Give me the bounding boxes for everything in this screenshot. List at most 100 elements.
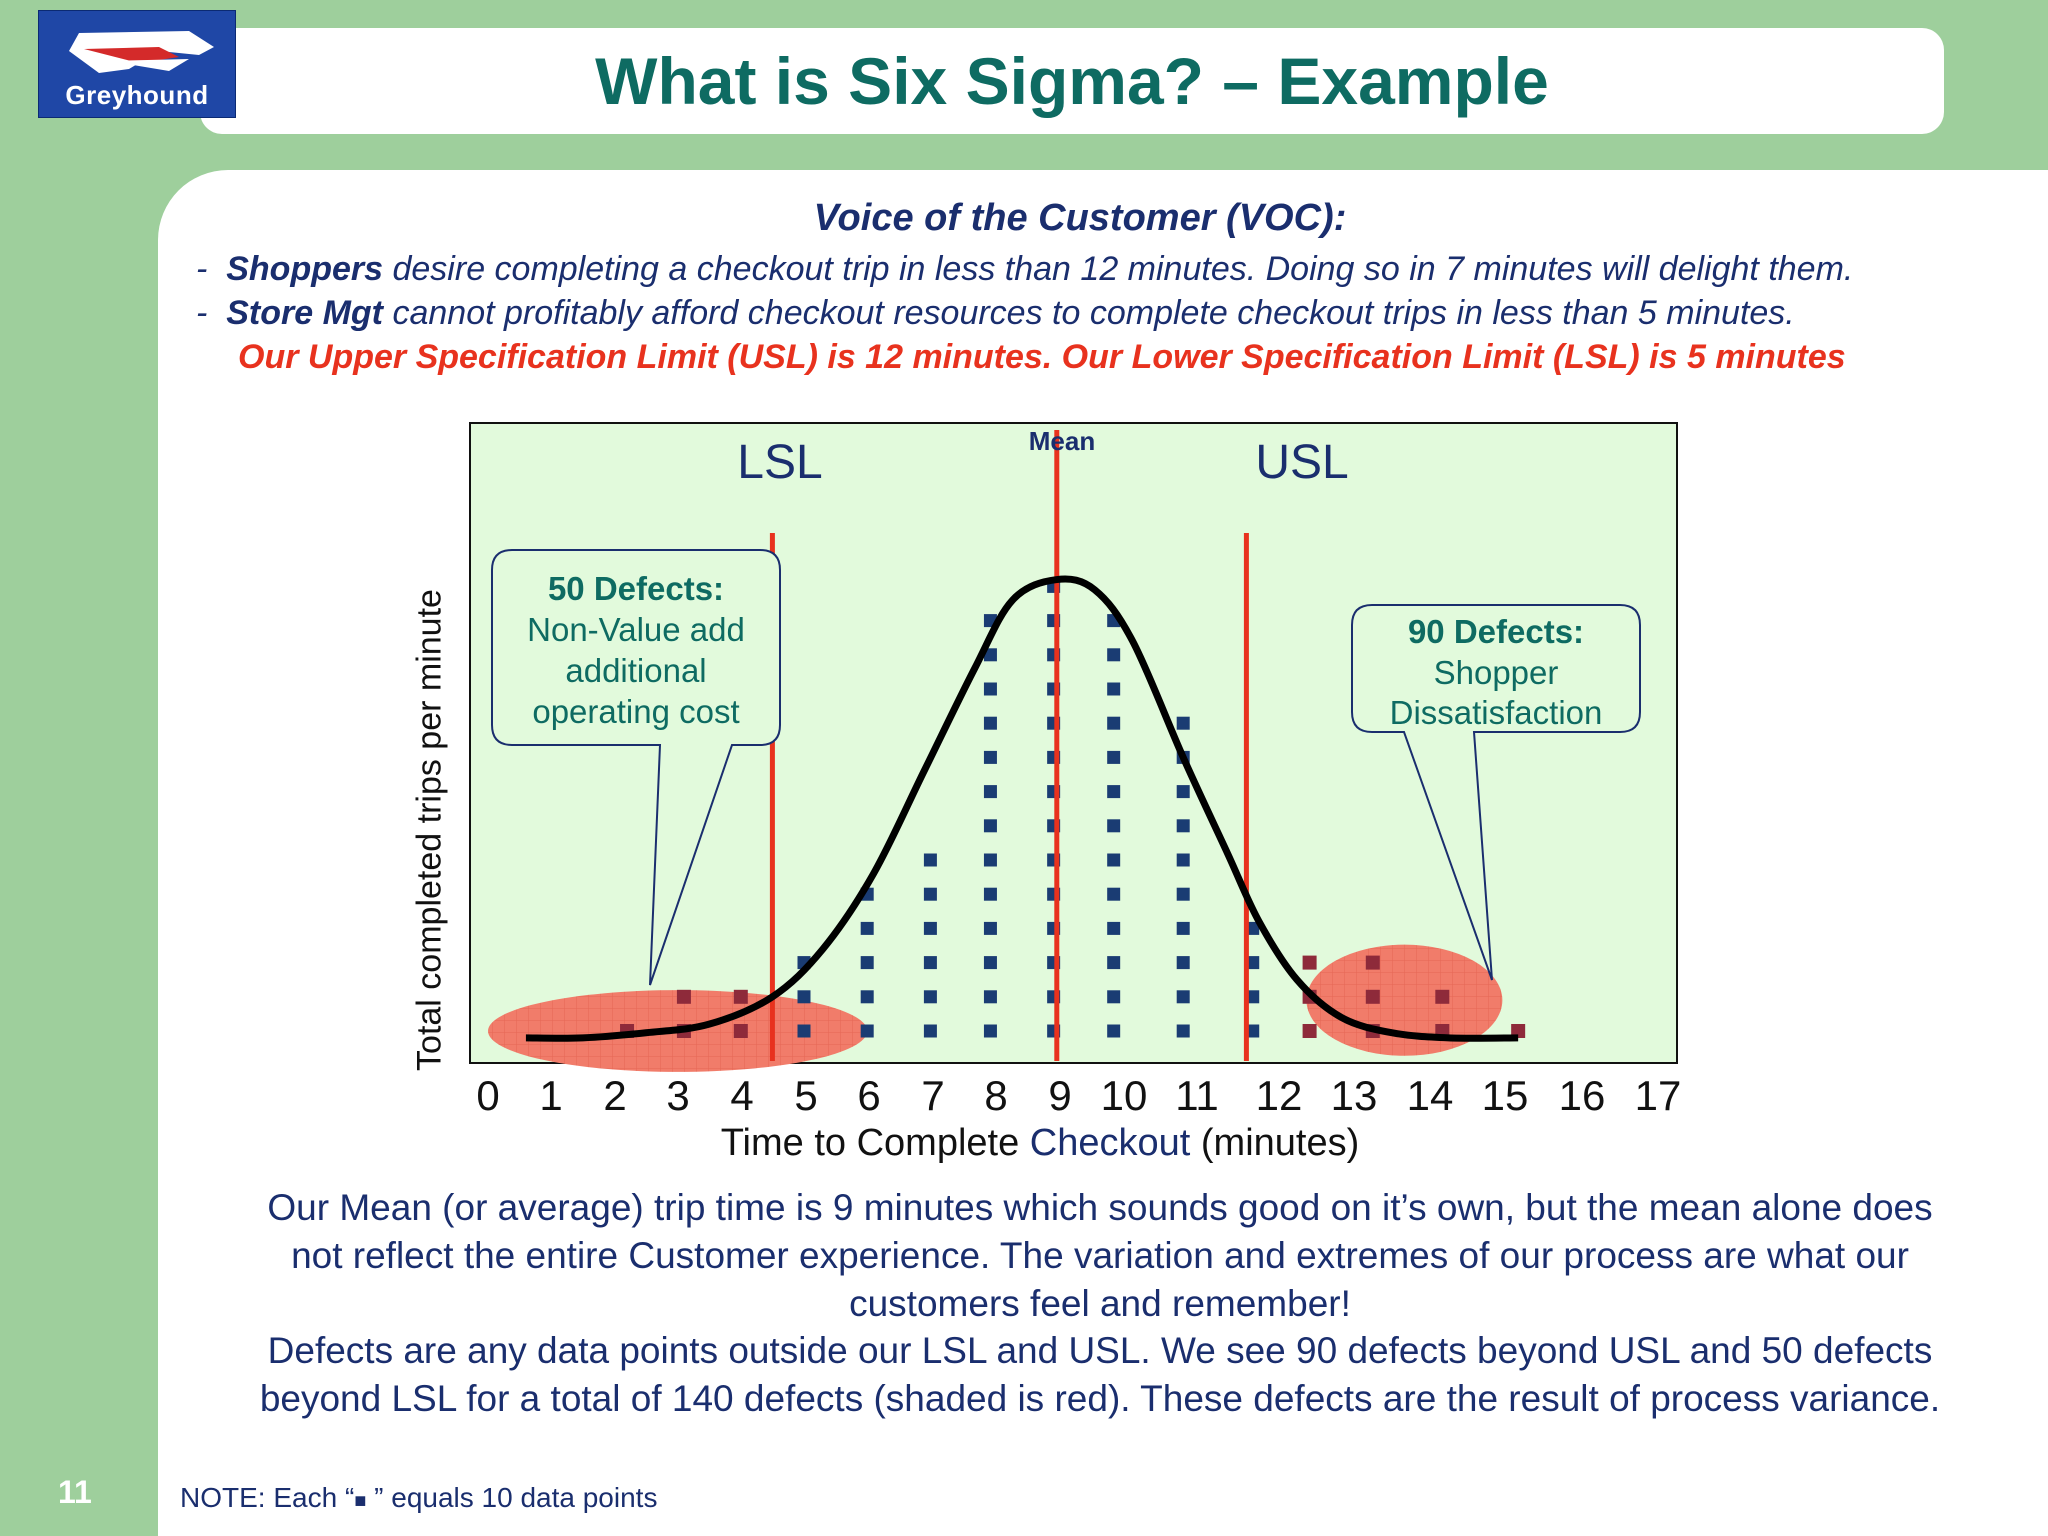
data-marker xyxy=(860,956,874,970)
data-marker xyxy=(983,682,997,696)
x-tick-label: 12 xyxy=(1256,1072,1303,1119)
data-marker xyxy=(860,1024,874,1038)
page-number: 11 xyxy=(58,1474,92,1510)
summary-line: not reflect the entire Customer experien… xyxy=(291,1235,1909,1276)
data-marker xyxy=(1246,921,1260,935)
data-marker xyxy=(1176,785,1190,799)
data-marker xyxy=(923,921,937,935)
data-marker xyxy=(1176,853,1190,867)
callout-line: Non-Value add xyxy=(527,611,745,648)
x-tick-label: 10 xyxy=(1101,1072,1148,1119)
data-marker xyxy=(983,990,997,1004)
callout-title: 90 Defects: xyxy=(1408,613,1584,650)
note-post: ” equals 10 data points xyxy=(366,1482,658,1513)
data-marker xyxy=(1107,956,1121,970)
data-marker xyxy=(1107,853,1121,867)
x-tick-label: 9 xyxy=(1048,1072,1071,1119)
data-marker xyxy=(983,887,997,901)
greyhound-dog-icon xyxy=(69,31,214,73)
data-marker xyxy=(923,956,937,970)
data-marker xyxy=(1107,682,1121,696)
x-tick-label: 3 xyxy=(666,1072,689,1119)
data-marker xyxy=(1176,921,1190,935)
data-marker xyxy=(923,990,937,1004)
x-tick-label: 2 xyxy=(603,1072,626,1119)
data-marker xyxy=(1107,887,1121,901)
x-axis-label: Time to Complete Checkout (minutes) xyxy=(690,1122,1390,1165)
logo-text: Greyhound xyxy=(65,80,209,110)
summary-line: Our Mean (or average) trip time is 9 min… xyxy=(267,1187,1933,1228)
data-marker xyxy=(923,887,937,901)
x-tick-label: 0 xyxy=(476,1072,499,1119)
data-marker xyxy=(1107,750,1121,764)
defect-region-grid xyxy=(1306,944,1503,1056)
callout-line: Shopper xyxy=(1434,654,1559,691)
callout-line: operating cost xyxy=(532,693,739,730)
callout-usl-defects: 90 Defects: Shopper Dissatisfaction xyxy=(1351,604,1641,981)
callout-line: Dissatisfaction xyxy=(1390,694,1603,731)
y-axis-label: Total completed trips per minute xyxy=(410,589,449,1071)
summary-line: Defects are any data points outside our … xyxy=(267,1330,1933,1371)
voc-bullet-shoppers: - Shoppers desire completing a checkout … xyxy=(196,250,1853,289)
data-marker xyxy=(1365,989,1380,1004)
x-tick-label: 7 xyxy=(921,1072,944,1119)
data-marker xyxy=(1107,921,1121,935)
data-marker xyxy=(1176,819,1190,833)
data-marker xyxy=(1435,989,1450,1004)
marker-note: NOTE: Each “■ ” equals 10 data points xyxy=(180,1482,657,1514)
data-marker xyxy=(1107,990,1121,1004)
data-marker xyxy=(923,853,937,867)
x-tick-label: 11 xyxy=(1175,1072,1219,1119)
summary-mean: Our Mean (or average) trip time is 9 min… xyxy=(170,1184,2030,1328)
data-marker xyxy=(860,921,874,935)
x-tick-label: 5 xyxy=(794,1072,817,1119)
lsl-label: LSL xyxy=(737,436,822,489)
callout-line: additional xyxy=(565,652,706,689)
data-marker xyxy=(797,1024,811,1038)
data-marker xyxy=(983,956,997,970)
bullet-text: desire completing a checkout trip in les… xyxy=(383,250,1854,288)
page-title: What is Six Sigma? – Example xyxy=(595,44,1549,118)
bullet-lead: Store Mgt xyxy=(226,294,384,332)
data-marker xyxy=(1107,819,1121,833)
usl-label: USL xyxy=(1255,436,1348,489)
mean-label: Mean xyxy=(1029,426,1095,456)
data-marker xyxy=(923,1024,937,1038)
data-marker xyxy=(1365,955,1380,970)
note-glyph: ■ xyxy=(354,1490,367,1512)
data-marker xyxy=(1246,990,1260,1004)
data-marker xyxy=(1107,785,1121,799)
data-marker xyxy=(1302,955,1317,970)
data-marker xyxy=(983,785,997,799)
title-bar xyxy=(200,28,1944,134)
bullet-dash: - xyxy=(196,250,208,288)
data-marker xyxy=(1176,1024,1190,1038)
data-marker xyxy=(1107,1024,1121,1038)
x-tick-label: 17 xyxy=(1635,1072,1682,1119)
voc-heading: Voice of the Customer (VOC): xyxy=(813,197,1347,239)
x-tick-label: 1 xyxy=(539,1072,562,1119)
bullet-lead: Shoppers xyxy=(226,250,384,288)
x-axis-label-pre: Time to Complete xyxy=(720,1122,1030,1164)
data-marker xyxy=(1246,1024,1260,1038)
x-tick-label: 13 xyxy=(1331,1072,1378,1119)
data-marker xyxy=(983,921,997,935)
data-marker xyxy=(1246,956,1260,970)
data-marker xyxy=(676,989,691,1004)
summary-line: beyond LSL for a total of 140 defects (s… xyxy=(259,1378,1941,1419)
bullet-dash: - xyxy=(196,294,208,332)
data-marker xyxy=(983,750,997,764)
note-pre: NOTE: Each “ xyxy=(180,1482,355,1513)
data-marker xyxy=(1176,990,1190,1004)
data-marker xyxy=(1107,716,1121,730)
spec-limits-line: Our Upper Specification Limit (USL) is 1… xyxy=(238,338,1846,376)
data-marker xyxy=(1176,716,1190,730)
greyhound-logo: Greyhound xyxy=(38,10,236,118)
data-marker xyxy=(983,819,997,833)
data-marker xyxy=(1302,1024,1317,1038)
data-marker xyxy=(1176,887,1190,901)
data-marker xyxy=(797,990,811,1004)
x-axis-label-post: (minutes) xyxy=(1190,1122,1360,1164)
data-marker xyxy=(983,1024,997,1038)
